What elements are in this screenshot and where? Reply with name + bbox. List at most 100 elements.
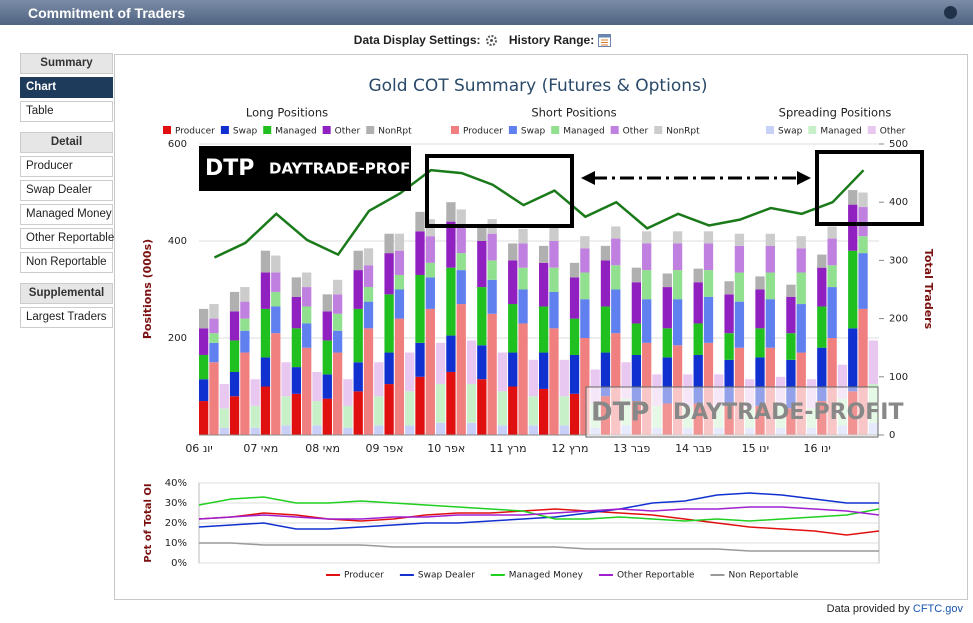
bar-segment xyxy=(786,296,796,334)
legend-label: NonRpt xyxy=(666,127,700,137)
sidebar-item[interactable]: Largest Traders xyxy=(20,307,113,328)
sidebar-item[interactable]: Chart xyxy=(20,77,113,98)
y-axis-label: Positions (000s) xyxy=(141,239,154,339)
bar-segment xyxy=(621,362,631,399)
sidebar-item[interactable]: Other Reportable xyxy=(20,228,114,249)
legend-label: Other xyxy=(335,127,361,137)
bar-segment xyxy=(332,313,343,331)
bar-segment xyxy=(827,287,837,338)
bar-segment xyxy=(353,391,363,435)
footer-text: Data provided by xyxy=(826,603,910,615)
sidebar-item[interactable]: Non Reportable xyxy=(20,252,113,273)
bar-segment xyxy=(755,357,765,406)
x-tick-label: 12 מרץ xyxy=(551,442,588,455)
bar-segment xyxy=(662,287,672,329)
bar-segment xyxy=(672,243,683,271)
bar-segment xyxy=(765,233,775,246)
sidebar-section-title: Summary xyxy=(20,53,113,74)
pct-line xyxy=(198,508,880,536)
x-tick-label: 14 פבר xyxy=(675,442,712,455)
sidebar-item[interactable]: Producer xyxy=(20,156,113,177)
bar-segment xyxy=(569,318,580,355)
bar-segment xyxy=(199,354,209,380)
footer-link[interactable]: CFTC.gov xyxy=(912,603,963,615)
bar-segment xyxy=(384,233,394,254)
bar-segment xyxy=(539,262,549,307)
bar-segment xyxy=(415,231,425,275)
highlight-box xyxy=(815,150,924,226)
bar-segment xyxy=(271,333,281,435)
bar-segment xyxy=(662,273,672,288)
sidebar-item[interactable]: Table xyxy=(20,101,113,122)
bar-segment xyxy=(508,304,518,353)
bar-segment xyxy=(271,291,281,307)
chart-title: Gold COT Summary (Futures & Options) xyxy=(368,76,707,96)
bar-segment xyxy=(631,282,642,324)
bar-segment xyxy=(271,255,281,273)
bar-segment xyxy=(209,304,219,319)
legend-swatch xyxy=(220,126,229,134)
legend-label: NonRpt xyxy=(378,127,412,137)
bar-segment xyxy=(291,296,302,329)
y-tick-label: 40% xyxy=(165,478,187,489)
history-label: History Range: xyxy=(508,33,595,47)
bar-segment xyxy=(487,260,497,280)
bar-segment xyxy=(446,371,456,435)
bar-segment xyxy=(693,354,703,404)
bar-segment xyxy=(363,248,374,266)
legend-swatch xyxy=(322,126,331,134)
bar-segment xyxy=(199,328,209,355)
bar-segment xyxy=(229,396,240,435)
watermark-logo: DTP xyxy=(205,156,254,181)
bar-segment xyxy=(508,243,518,261)
bar-segment xyxy=(858,253,868,309)
bar-segment xyxy=(456,304,466,435)
bar-segment xyxy=(384,352,394,385)
bar-segment xyxy=(580,236,590,249)
bar-segment xyxy=(240,330,250,353)
bar-segment xyxy=(250,379,260,406)
bar-segment xyxy=(642,299,652,343)
sidebar-item[interactable]: Managed Money xyxy=(20,204,113,225)
bar-segment xyxy=(332,330,343,353)
bar-segment xyxy=(394,318,405,435)
bar-segment xyxy=(281,425,291,435)
bar-segment xyxy=(765,299,775,348)
bar-segment xyxy=(549,241,559,268)
bar-segment xyxy=(724,294,734,334)
y2-tick-label: 400 xyxy=(889,197,908,208)
bar-segment xyxy=(260,272,271,309)
bar-segment xyxy=(642,231,652,244)
bar-segment xyxy=(631,267,642,283)
calendar-icon[interactable] xyxy=(598,34,612,48)
settings-icon[interactable] xyxy=(485,34,498,47)
bar-segment xyxy=(662,328,672,358)
collapse-button[interactable] xyxy=(944,6,957,19)
bar-segment xyxy=(611,289,621,334)
bar-segment xyxy=(569,354,580,394)
bar-segment xyxy=(415,211,425,232)
bar-segment xyxy=(405,391,415,426)
bar-segment xyxy=(765,272,775,300)
pct-line xyxy=(198,496,880,522)
bar-segment xyxy=(229,371,240,397)
bar-segment xyxy=(353,308,363,363)
legend-swatch xyxy=(163,126,171,134)
bar-segment xyxy=(734,301,745,348)
legend-label: Other Reportable xyxy=(617,571,695,581)
sidebar-item[interactable]: Swap Dealer xyxy=(20,180,113,201)
legend-label: Swap xyxy=(233,127,258,137)
legend-label: Producer xyxy=(344,571,384,581)
sidebar-section-title: Detail xyxy=(20,132,113,153)
footer: Data provided by CFTC.gov xyxy=(827,603,963,615)
x-tick-label: 15 ינו xyxy=(742,442,769,455)
legend-group-title: Short Positions xyxy=(531,106,616,120)
bar-segment xyxy=(724,359,734,406)
bar-segment xyxy=(291,277,302,297)
bar-segment xyxy=(672,270,683,300)
bar-segment xyxy=(425,308,435,435)
bar-segment xyxy=(477,345,487,380)
bar-segment xyxy=(302,347,312,435)
legend-label: Managed xyxy=(820,127,861,137)
